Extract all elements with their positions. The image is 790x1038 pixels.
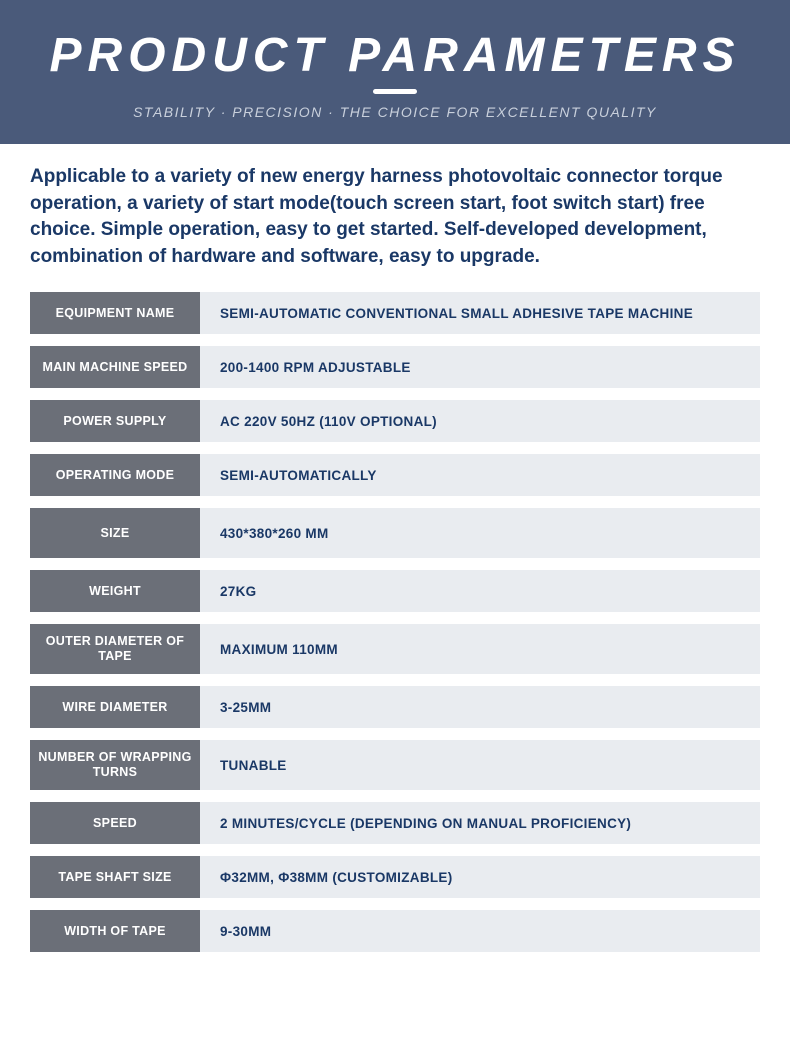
param-value: Φ32MM, Φ38MM (CUSTOMIZABLE): [200, 856, 760, 898]
table-row: WEIGHT27KG: [30, 570, 760, 612]
header: PRODUCT PARAMETERS STABILITY · PRECISION…: [0, 0, 790, 144]
table-row: SIZE430*380*260 MM: [30, 508, 760, 558]
table-row: MAIN MACHINE SPEED200-1400 RPM ADJUSTABL…: [30, 346, 760, 388]
param-value: 9-30MM: [200, 910, 760, 952]
param-value: 2 MINUTES/CYCLE (DEPENDING ON MANUAL PRO…: [200, 802, 760, 844]
table-row: OPERATING MODESEMI-AUTOMATICALLY: [30, 454, 760, 496]
param-value: SEMI-AUTOMATICALLY: [200, 454, 760, 496]
param-value: AC 220V 50HZ (110V OPTIONAL): [200, 400, 760, 442]
table-row: NUMBER OF WRAPPING TURNSTUNABLE: [30, 740, 760, 790]
table-row: WIRE DIAMETER3-25MM: [30, 686, 760, 728]
title-underline: [373, 89, 417, 94]
table-row: WIDTH OF TAPE9-30MM: [30, 910, 760, 952]
param-label: WIRE DIAMETER: [30, 686, 200, 728]
param-value: 27KG: [200, 570, 760, 612]
table-row: POWER SUPPLYAC 220V 50HZ (110V OPTIONAL): [30, 400, 760, 442]
param-label: TAPE SHAFT SIZE: [30, 856, 200, 898]
param-value: TUNABLE: [200, 740, 760, 790]
page-title: PRODUCT PARAMETERS: [20, 28, 770, 83]
param-label: SIZE: [30, 508, 200, 558]
param-value: 430*380*260 MM: [200, 508, 760, 558]
param-label: WIDTH OF TAPE: [30, 910, 200, 952]
param-label: MAIN MACHINE SPEED: [30, 346, 200, 388]
param-label: SPEED: [30, 802, 200, 844]
content: Applicable to a variety of new energy ha…: [0, 144, 790, 994]
parameters-table: EQUIPMENT NAMESEMI-AUTOMATIC CONVENTIONA…: [30, 292, 760, 952]
param-label: OUTER DIAMETER OF TAPE: [30, 624, 200, 674]
param-value: 200-1400 RPM ADJUSTABLE: [200, 346, 760, 388]
param-label: WEIGHT: [30, 570, 200, 612]
description-text: Applicable to a variety of new energy ha…: [30, 164, 760, 270]
table-row: OUTER DIAMETER OF TAPEMAXIMUM 110MM: [30, 624, 760, 674]
param-label: OPERATING MODE: [30, 454, 200, 496]
param-value: 3-25MM: [200, 686, 760, 728]
table-row: TAPE SHAFT SIZEΦ32MM, Φ38MM (CUSTOMIZABL…: [30, 856, 760, 898]
param-label: EQUIPMENT NAME: [30, 292, 200, 334]
param-label: POWER SUPPLY: [30, 400, 200, 442]
page-subtitle: STABILITY · PRECISION · THE CHOICE FOR E…: [20, 104, 770, 120]
param-value: MAXIMUM 110MM: [200, 624, 760, 674]
table-row: SPEED2 MINUTES/CYCLE (DEPENDING ON MANUA…: [30, 802, 760, 844]
table-row: EQUIPMENT NAMESEMI-AUTOMATIC CONVENTIONA…: [30, 292, 760, 334]
param-label: NUMBER OF WRAPPING TURNS: [30, 740, 200, 790]
param-value: SEMI-AUTOMATIC CONVENTIONAL SMALL ADHESI…: [200, 292, 760, 334]
